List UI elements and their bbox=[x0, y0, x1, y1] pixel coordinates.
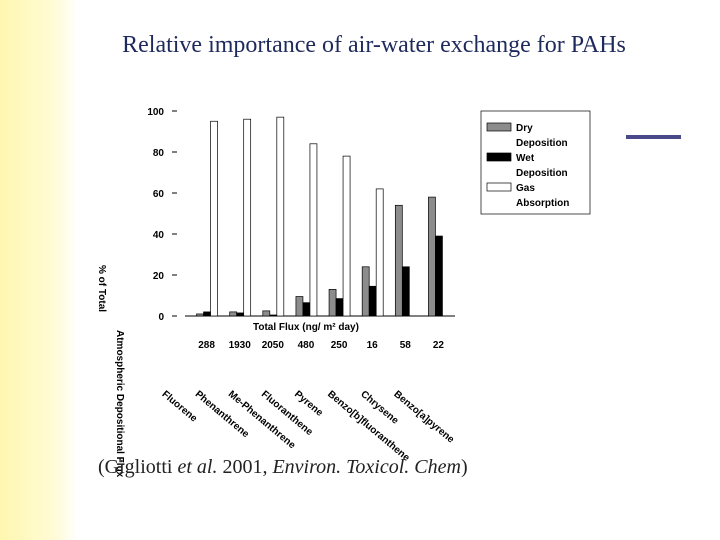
total-flux-label: 480 bbox=[298, 340, 315, 351]
citation-part: 2001, bbox=[217, 456, 272, 478]
bar bbox=[295, 296, 304, 317]
bar bbox=[368, 285, 377, 317]
total-flux-label: 1930 bbox=[229, 340, 252, 351]
bar bbox=[269, 314, 278, 317]
x-tick-label: Benzo[a]pyrene bbox=[392, 389, 457, 446]
total-flux-label: 2050 bbox=[262, 340, 285, 351]
bar bbox=[375, 188, 384, 317]
citation: (Gigliotti et al. 2001, Environ. Toxicol… bbox=[98, 456, 468, 478]
bar bbox=[203, 311, 211, 317]
legend-label: Gas Absorption bbox=[516, 183, 569, 209]
bar bbox=[262, 310, 271, 317]
bar bbox=[342, 155, 351, 317]
chart-title: Relative importance of air-water exchang… bbox=[122, 32, 626, 58]
legend-label-line: Deposition bbox=[516, 168, 568, 179]
bar bbox=[435, 235, 443, 317]
x-axis-label: Total Flux (ng/ m² day) bbox=[253, 322, 359, 333]
bar bbox=[394, 204, 403, 317]
total-flux-label: 58 bbox=[400, 340, 412, 351]
citation-part: (Gigliotti bbox=[98, 456, 177, 478]
bar bbox=[428, 196, 436, 317]
legend-label-line: Gas bbox=[516, 183, 535, 194]
legend-swatch bbox=[486, 122, 512, 132]
total-flux-label: 16 bbox=[367, 340, 379, 351]
total-flux-label: 288 bbox=[198, 340, 215, 351]
bar bbox=[236, 312, 245, 317]
y-tick-label: 0 bbox=[158, 312, 164, 323]
bar bbox=[361, 266, 370, 317]
legend-swatch bbox=[486, 152, 512, 162]
y-tick-label: 40 bbox=[153, 230, 165, 241]
bar bbox=[210, 120, 218, 317]
bar bbox=[401, 266, 410, 317]
bar bbox=[302, 302, 311, 317]
bar bbox=[229, 311, 238, 317]
bar bbox=[335, 298, 344, 317]
legend-label-line: Absorption bbox=[516, 198, 569, 209]
legend-label-line: Deposition bbox=[516, 138, 568, 149]
bar bbox=[276, 116, 285, 317]
citation-part: Environ. Toxicol. Chem bbox=[271, 456, 461, 478]
bar bbox=[196, 313, 204, 317]
y-tick-label: 100 bbox=[147, 107, 164, 118]
legend-swatch bbox=[486, 182, 512, 192]
total-flux-label: 22 bbox=[433, 340, 445, 351]
y-tick-label: 60 bbox=[153, 189, 165, 200]
decoration bbox=[626, 135, 681, 139]
y-tick-label: 80 bbox=[153, 148, 165, 159]
y-axis-label: % of Total bbox=[96, 265, 107, 312]
citation-part: et al. bbox=[177, 456, 217, 478]
side-band bbox=[0, 0, 78, 540]
x-tick-label: Fluorene bbox=[160, 389, 200, 425]
total-flux-label: 250 bbox=[331, 340, 348, 351]
bar bbox=[328, 289, 337, 317]
legend-label-line: Wet bbox=[516, 153, 535, 164]
bar bbox=[243, 118, 252, 317]
legend-label: Dry Deposition bbox=[516, 123, 568, 149]
citation-part: ) bbox=[461, 456, 468, 478]
y-tick-label: 20 bbox=[153, 271, 165, 282]
bar bbox=[309, 143, 318, 317]
legend-label: Wet Deposition bbox=[516, 153, 568, 179]
legend-label-line: Dry bbox=[516, 123, 533, 134]
y-axis-label: Atmospheric Depositional Flux bbox=[114, 330, 125, 478]
